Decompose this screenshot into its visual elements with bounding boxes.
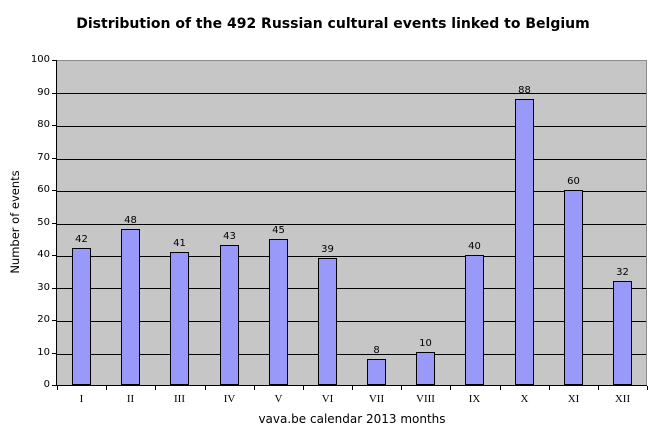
y-tick-mark [52, 385, 56, 386]
bar [613, 281, 632, 385]
x-tick-mark [303, 386, 304, 390]
bar-value-label: 10 [419, 338, 432, 349]
gridline [57, 191, 646, 192]
y-tick-mark [52, 60, 56, 61]
bar [367, 359, 386, 385]
y-tick-mark [52, 125, 56, 126]
x-tick-mark [155, 386, 156, 390]
chart-title: Distribution of the 492 Russian cultural… [76, 16, 590, 32]
x-tick-mark [500, 386, 501, 390]
y-tick-mark [52, 190, 56, 191]
y-tick-mark [52, 158, 56, 159]
y-tick-label: 40 [37, 249, 50, 260]
bar-value-label: 39 [321, 244, 334, 255]
y-tick-mark [52, 320, 56, 321]
x-axis-title: vava.be calendar 2013 months [258, 412, 446, 426]
y-tick-mark [52, 223, 56, 224]
x-category-label: VI [321, 393, 334, 405]
gridline [57, 321, 646, 322]
x-tick-mark [401, 386, 402, 390]
bar [72, 248, 91, 385]
y-tick-mark [52, 255, 56, 256]
y-tick-label: 90 [37, 87, 50, 98]
x-tick-mark [57, 386, 58, 390]
bar [416, 352, 435, 385]
x-category-label: IX [468, 393, 481, 405]
bar-value-label: 88 [518, 85, 531, 96]
x-category-label: IV [223, 393, 236, 405]
plot-area: 42 48 41 43 45 39 8 10 40 88 60 32 [57, 60, 647, 385]
bar [515, 99, 534, 385]
gridline [57, 93, 646, 94]
x-tick-mark [647, 386, 648, 390]
y-tick-mark [52, 353, 56, 354]
x-category-label: I [79, 393, 84, 405]
bar-value-label: 48 [124, 215, 137, 226]
x-category-label: VIII [416, 393, 435, 405]
x-tick-mark [598, 386, 599, 390]
x-category-label: III [174, 393, 185, 405]
bar [564, 190, 583, 385]
y-tick-label: 0 [43, 379, 50, 390]
x-category-label: V [274, 393, 283, 405]
y-tick-label: 80 [37, 119, 50, 130]
y-tick-label: 20 [37, 314, 50, 325]
x-category-label: XII [614, 393, 631, 405]
bar-value-label: 43 [223, 231, 236, 242]
y-tick-label: 70 [37, 152, 50, 163]
x-category-label: XI [567, 393, 580, 405]
x-tick-mark [450, 386, 451, 390]
x-category-label: VII [368, 393, 385, 405]
bar-value-label: 42 [75, 234, 88, 245]
bar [318, 258, 337, 385]
gridline [57, 288, 646, 289]
bar-value-label: 41 [173, 238, 186, 249]
bar-value-label: 60 [567, 176, 580, 187]
y-tick-label: 50 [37, 217, 50, 228]
gridline [57, 224, 646, 225]
bar-value-label: 45 [272, 225, 285, 236]
bar-value-label: 32 [616, 267, 629, 278]
bar [220, 245, 239, 385]
y-tick-label: 30 [37, 282, 50, 293]
y-tick-label: 10 [37, 347, 50, 358]
gridline [57, 159, 646, 160]
x-tick-mark [352, 386, 353, 390]
y-tick-label: 60 [37, 184, 50, 195]
gridline [57, 256, 646, 257]
bar-value-label: 40 [468, 241, 481, 252]
x-axis-line [53, 385, 647, 386]
x-category-label: X [520, 393, 529, 405]
y-tick-label: 100 [30, 54, 50, 65]
x-tick-mark [106, 386, 107, 390]
y-tick-mark [52, 288, 56, 289]
y-tick-mark [52, 93, 56, 94]
x-tick-mark [549, 386, 550, 390]
bar [465, 255, 484, 385]
x-category-label: II [126, 393, 135, 405]
bar-value-label: 8 [373, 345, 380, 356]
gridline [57, 354, 646, 355]
bar [170, 252, 189, 385]
bar [269, 239, 288, 385]
gridline [57, 126, 646, 127]
x-tick-mark [254, 386, 255, 390]
y-axis-line [56, 60, 57, 386]
x-tick-mark [205, 386, 206, 390]
bar [121, 229, 140, 385]
